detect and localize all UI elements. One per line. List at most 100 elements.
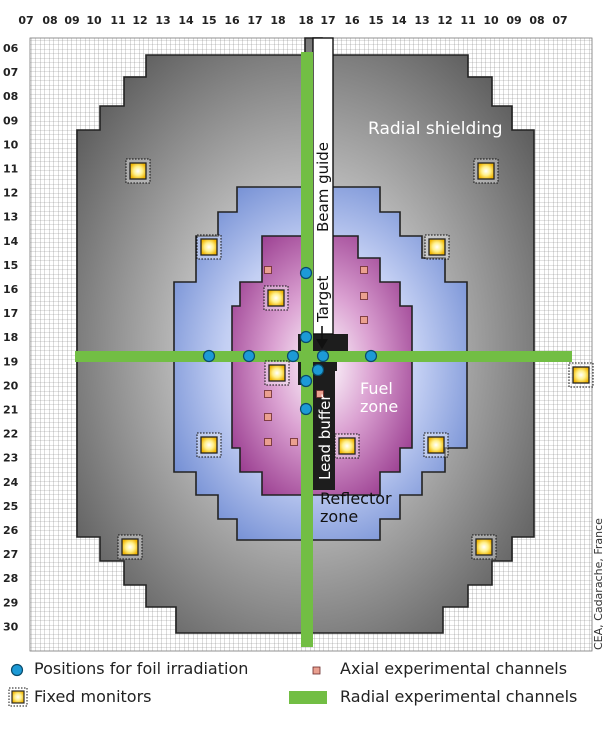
foil-irradiation-positions [202,266,378,416]
row-label: 14 [3,235,19,248]
axial-channel [316,390,324,398]
axial-channel [360,292,368,300]
radial-channel-vertical [301,52,313,647]
row-label: 07 [3,66,18,79]
axial-channel [264,438,272,446]
fixed-monitor [473,158,499,184]
row-label: 17 [3,307,18,320]
lead-buffer-label: Lead buffer [316,394,334,480]
fixed-monitor [117,534,143,560]
row-label: 25 [3,500,18,513]
fixed-monitor [263,285,289,311]
column-label: 07 [552,14,567,27]
foil-position [299,266,313,280]
row-label: 29 [3,596,18,609]
legend-foil-label: Positions for foil irradiation [34,659,249,678]
column-label: 14 [391,14,407,27]
fixed-monitor [264,360,290,386]
row-label: 09 [3,114,18,127]
column-label: 10 [86,14,102,27]
column-label: 09 [64,14,79,27]
row-label: 23 [3,452,18,465]
column-label: 18 [298,14,313,27]
column-label: 13 [414,14,429,27]
legend-foil-icon [10,663,24,677]
column-label: 15 [201,14,216,27]
row-label: 18 [3,331,18,344]
axial-channel [360,316,368,324]
row-label: 12 [3,187,18,200]
fuel-zone-label-line1: Fuel [360,379,393,398]
column-label: 10 [483,14,499,27]
row-label: 30 [3,620,19,633]
legend-monitor-label: Fixed monitors [34,687,152,706]
row-label: 16 [3,283,19,296]
credit-label: CEA, Cadarache, France [592,518,605,650]
column-label: 11 [460,14,475,27]
column-label: 16 [224,14,240,27]
foil-position [299,374,313,388]
row-label: 27 [3,548,18,561]
reflector-zone-label-line2: zone [320,507,358,526]
column-label: 13 [155,14,170,27]
column-label: 16 [344,14,360,27]
axial-channel [360,266,368,274]
row-labels: 06 07 08 09 10 11 12 13 14 15 16 17 18 19 20 21 22 23 24 25… [3,42,19,633]
column-label: 09 [506,14,521,27]
row-label: 11 [3,163,18,176]
row-label: 15 [3,259,18,272]
legend-axial-icon [312,666,321,675]
column-label: 08 [42,14,57,27]
axial-channels [264,266,368,446]
radial-shielding-label: Radial shielding [368,119,503,139]
legend-radial-icon [289,691,327,704]
row-label: 22 [3,428,18,441]
target-arrow [316,326,328,349]
beam-guide-label: Beam guide [314,142,332,232]
fixed-monitor [424,234,450,260]
column-label: 17 [247,14,262,27]
fuel-zone-label-line2: zone [360,397,398,416]
row-label: 21 [3,404,18,417]
column-label: 14 [178,14,194,27]
column-label: 12 [132,14,147,27]
column-label: 07 [18,14,33,27]
column-label: 08 [529,14,544,27]
fixed-monitor [196,234,222,260]
row-label: 26 [3,524,19,537]
column-label: 18 [270,14,285,27]
column-label: 12 [437,14,452,27]
axial-channel [264,266,272,274]
fixed-monitor [125,158,151,184]
legend-radial-label: Radial experimental channels [340,687,578,706]
row-label: 06 [3,42,19,55]
row-label: 24 [3,476,19,489]
axial-channel [290,438,298,446]
foil-position [299,402,313,416]
legend-monitor-icon [8,687,28,707]
foil-position [242,349,256,363]
foil-position [316,349,330,363]
column-label: 15 [368,14,383,27]
foil-position [202,349,216,363]
row-label: 28 [3,572,18,585]
row-label: 20 [3,379,19,392]
legend-axial-label: Axial experimental channels [340,659,568,678]
fixed-monitor [423,432,449,458]
fixed-monitors [117,158,594,560]
row-label: 13 [3,211,18,224]
fixed-monitor [471,534,497,560]
row-label: 19 [3,355,18,368]
fixed-monitor [196,432,222,458]
column-label: 11 [110,14,125,27]
row-label: 10 [3,138,19,151]
fixed-monitor [334,433,360,459]
reflector-zone-label-line1: Reflector [320,489,392,508]
foil-position [364,349,378,363]
column-label: 17 [320,14,335,27]
row-label: 08 [3,90,18,103]
axial-channel [264,413,272,421]
target-label: Target [314,275,332,323]
foil-position [299,330,313,344]
